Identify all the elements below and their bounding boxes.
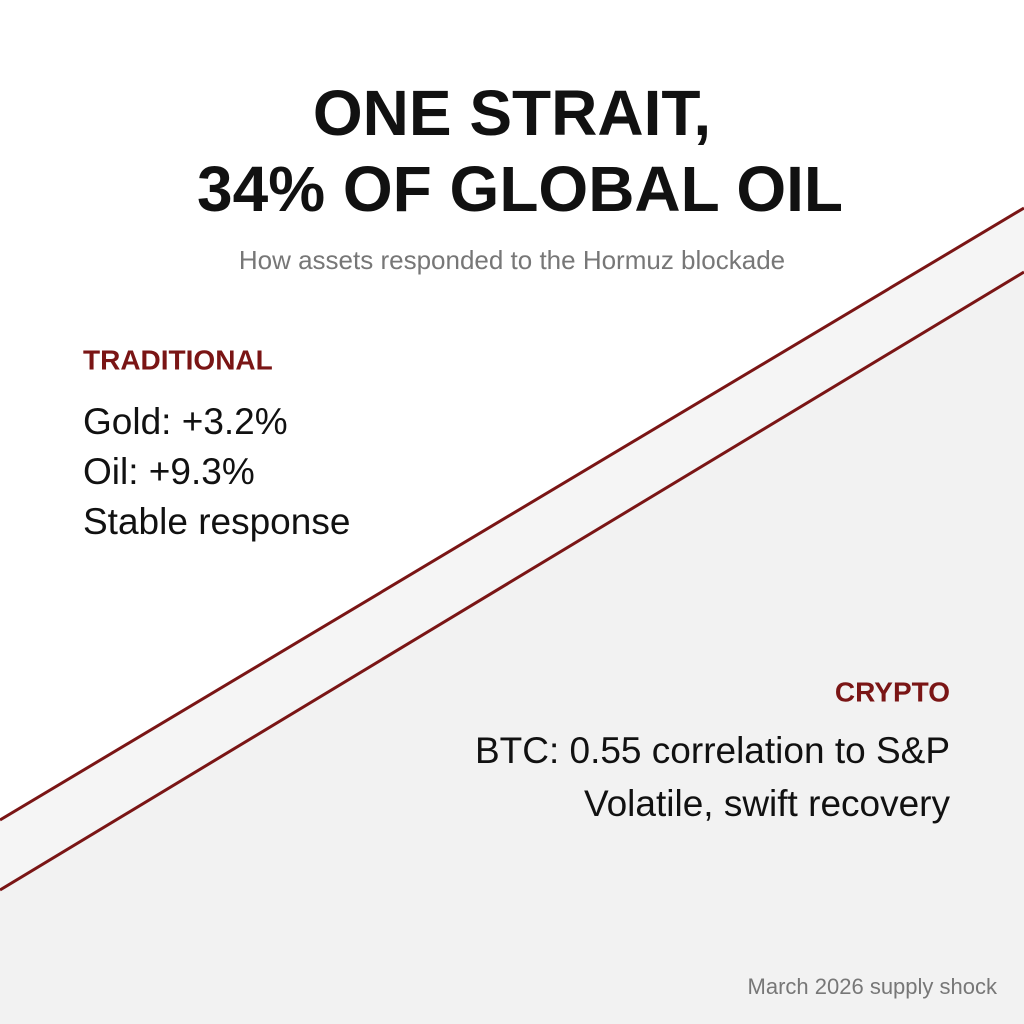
section-line: Gold: +3.2% xyxy=(83,401,288,442)
section-line: Oil: +9.3% xyxy=(83,451,255,492)
section-heading: TRADITIONAL xyxy=(83,344,273,375)
footer: March 2026 supply shock xyxy=(748,974,998,999)
title-line: 34% OF GLOBAL OIL xyxy=(197,153,843,225)
section-line: BTC: 0.55 correlation to S&P xyxy=(475,730,950,771)
section-heading: CRYPTO xyxy=(835,676,950,707)
divider-line xyxy=(0,270,1024,892)
subtitle: How assets responded to the Hormuz block… xyxy=(239,245,785,275)
section-line: Stable response xyxy=(83,501,350,542)
section-line: Volatile, swift recovery xyxy=(584,783,951,824)
divider-line xyxy=(0,206,1024,822)
title-line: ONE STRAIT, xyxy=(313,77,711,149)
lower-panel-inner xyxy=(0,272,1024,1024)
